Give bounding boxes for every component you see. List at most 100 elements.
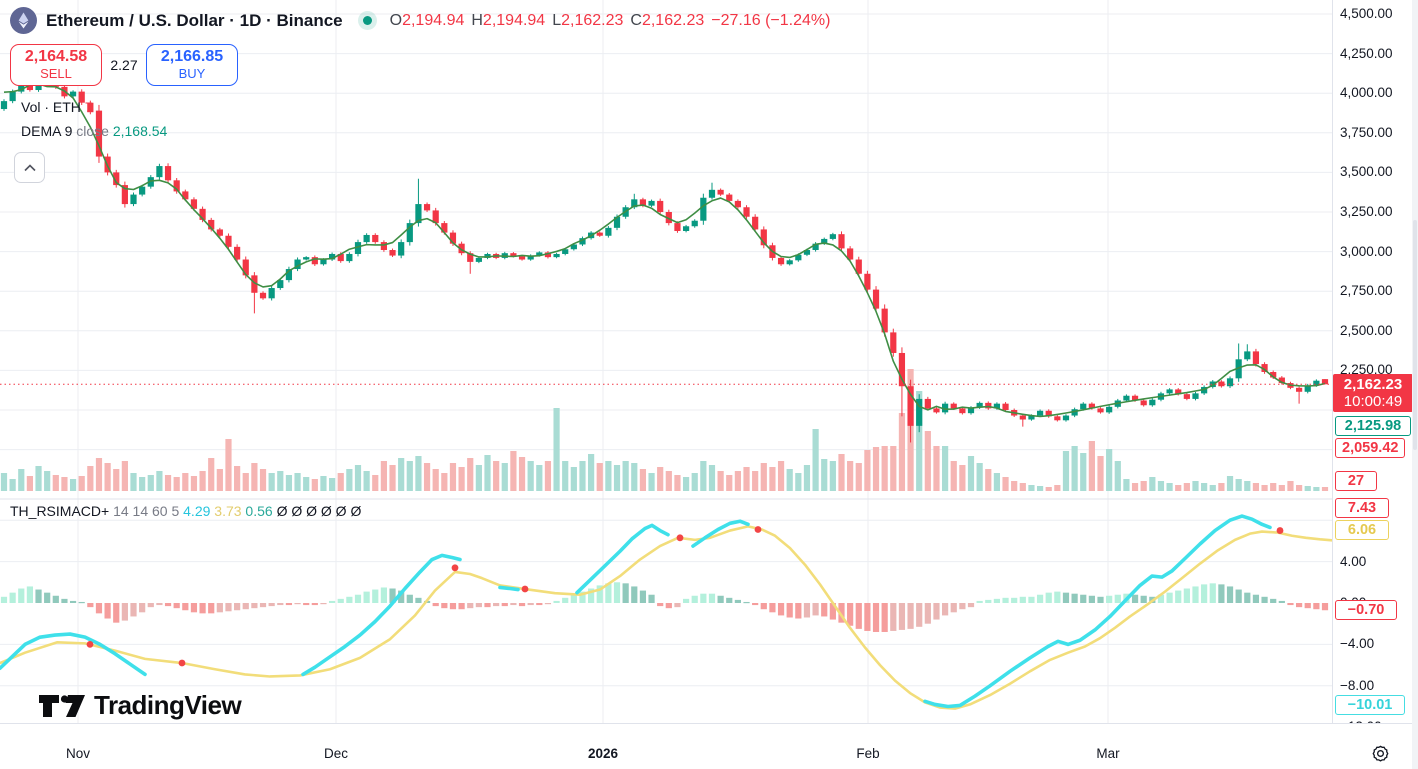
volume-bar [648, 473, 655, 491]
sell-button[interactable]: 2,164.58 SELL [10, 44, 102, 86]
candle-body [562, 249, 569, 254]
candle-body [26, 83, 34, 91]
volume-bar [208, 458, 215, 491]
macd-histogram-bar [415, 597, 422, 603]
macd-histogram-bar [967, 603, 975, 608]
volume-bar [449, 463, 457, 491]
volume-bar [786, 469, 793, 491]
volume-bar [1149, 477, 1156, 491]
volume-bar [596, 463, 603, 491]
macd-histogram-bar [328, 600, 336, 603]
macd-histogram-bar [536, 603, 543, 606]
macd-histogram-bar [406, 594, 413, 603]
candle-body [527, 255, 534, 260]
macd-histogram-bar [786, 603, 793, 618]
volume-bar [69, 479, 77, 491]
volume-bar [726, 475, 733, 491]
signal-value: 3.73 [214, 503, 242, 519]
volume-bar [1183, 483, 1190, 491]
price-axis[interactable]: 4,500.00 4,250.00 4,000.00 3,750.00 3,500.00… [1332, 0, 1413, 769]
candle-body [760, 229, 767, 246]
last-price-value: 2,162.23 [1343, 376, 1403, 394]
volume-bar [769, 467, 776, 491]
volume-bar [872, 447, 880, 491]
time-axis[interactable]: Nov Dec 2026 Feb Mar [0, 723, 1418, 769]
volume-bar [113, 469, 120, 491]
candle-body [864, 273, 871, 290]
volume-bar [734, 471, 741, 491]
volume-bar [35, 466, 42, 491]
indicator-legend[interactable]: TH_RSIMACD+ 14 14 60 5 4.29 3.73 0.56 Ø … [10, 503, 362, 519]
volume-bar [432, 469, 439, 491]
macd-histogram-bar [467, 603, 474, 609]
macd-histogram-bar [199, 603, 206, 614]
macd-histogram-bar [847, 603, 854, 626]
candle-body [164, 166, 172, 181]
macd-histogram-bar [337, 598, 344, 603]
price-tick: 3,500.00 [1340, 164, 1393, 180]
chart-canvas[interactable] [0, 0, 1332, 723]
market-status-icon[interactable] [357, 11, 377, 30]
symbol-title[interactable]: Ethereum / U.S. Dollar · 1D · Binance [46, 10, 343, 30]
macd-histogram-bar [760, 603, 767, 610]
time-axis-label: Feb [856, 746, 880, 761]
macd-histogram-bar [1114, 594, 1121, 603]
ethereum-logo-icon[interactable] [10, 7, 37, 34]
candle-body [423, 204, 431, 211]
candle-body [855, 259, 862, 274]
dema-legend[interactable]: DEMA 9 close 2,168.54 [21, 123, 168, 139]
volume-bar [1097, 456, 1104, 491]
macd-histogram-bar [553, 600, 560, 603]
macd-histogram-bar [674, 603, 681, 608]
candle-body [976, 402, 983, 408]
macd-histogram-bar [1166, 592, 1173, 603]
volume-bar [760, 463, 767, 491]
volume-bar [398, 458, 405, 491]
macd-histogram-bar [190, 603, 198, 613]
macd-histogram-bar [726, 597, 733, 603]
macd-histogram-bar [44, 592, 51, 603]
tradingview-logo-icon [39, 694, 85, 717]
volume-bar [294, 473, 301, 491]
volume-bar [536, 465, 543, 491]
candle-body [311, 257, 318, 265]
scrollbar-thumb[interactable] [1413, 220, 1417, 450]
candle-body [821, 238, 828, 244]
price-tick: 3,750.00 [1340, 124, 1393, 140]
macd-histogram-bar [1321, 603, 1329, 611]
candle-body [199, 208, 206, 220]
macd-histogram-bar [121, 603, 128, 621]
candle-body [1296, 387, 1303, 392]
candle-body [1071, 409, 1078, 416]
macd-histogram-bar [1235, 589, 1242, 603]
window-scrollbar[interactable] [1412, 0, 1418, 769]
collapse-pane-button[interactable] [14, 152, 45, 183]
macd-histogram-bar [544, 603, 552, 605]
volume-bar [518, 457, 526, 491]
candle-body [959, 408, 966, 414]
volume-bar [1244, 481, 1251, 491]
candle-body [1062, 415, 1070, 421]
volume-legend[interactable]: Vol · ETH 7 [21, 99, 93, 115]
macd-line [575, 523, 670, 595]
candle-body [398, 242, 405, 256]
volume-bar [234, 466, 241, 491]
buy-button[interactable]: 2,166.85 BUY [146, 44, 238, 86]
settings-gear-icon[interactable] [1371, 744, 1390, 763]
volume-bar [942, 446, 949, 491]
candle-body [259, 292, 267, 299]
volume-bar [985, 469, 992, 491]
macd-histogram-bar [769, 603, 776, 613]
candle-body [69, 91, 77, 97]
candle-body [303, 257, 310, 260]
candle-body [717, 189, 724, 195]
candle-body [1270, 371, 1277, 378]
macd-histogram-bar [320, 603, 327, 605]
candle-body [613, 216, 621, 228]
macd-histogram-bar [1080, 594, 1087, 603]
volume-bar [622, 461, 629, 491]
candle-body [665, 212, 672, 224]
ohlc-values: O2,194.94 H2,194.94 L2,162.23 C2,162.23 … [389, 11, 831, 29]
volume-bar [199, 471, 206, 491]
macd-histogram-bar [311, 603, 318, 606]
